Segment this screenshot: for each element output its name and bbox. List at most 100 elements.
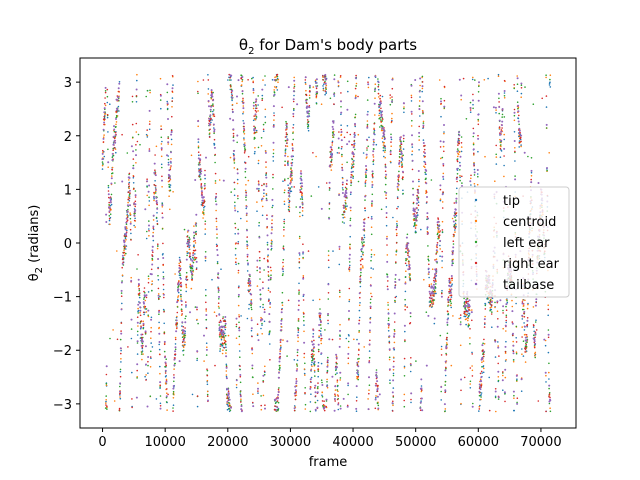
data-point	[292, 138, 295, 141]
data-point	[249, 275, 251, 278]
data-point	[480, 398, 482, 401]
data-point	[161, 204, 164, 207]
data-point	[143, 295, 146, 298]
data-point	[229, 84, 232, 87]
data-point	[127, 198, 129, 201]
data-point	[307, 250, 310, 252]
data-point	[289, 182, 292, 185]
data-point	[276, 73, 279, 76]
data-point	[512, 350, 515, 353]
data-point	[165, 375, 167, 377]
data-point	[151, 258, 154, 260]
data-point	[405, 247, 407, 250]
data-point	[141, 342, 144, 345]
data-point	[505, 314, 508, 317]
data-point	[348, 300, 351, 303]
data-point	[148, 220, 150, 222]
data-point	[257, 162, 260, 165]
data-point	[472, 143, 475, 146]
data-point	[280, 318, 283, 321]
data-point	[219, 332, 221, 334]
data-point	[477, 134, 479, 137]
data-point	[243, 127, 245, 130]
data-point	[134, 190, 137, 192]
data-point	[107, 184, 110, 187]
data-point	[447, 313, 450, 315]
data-point	[203, 360, 205, 362]
data-point	[387, 280, 389, 282]
data-point	[277, 408, 280, 411]
data-point	[218, 313, 221, 316]
data-point	[150, 350, 152, 353]
data-point	[154, 169, 156, 171]
data-point	[200, 183, 203, 185]
data-point	[153, 195, 155, 198]
data-point	[173, 368, 175, 370]
data-point	[215, 315, 218, 317]
data-point	[545, 74, 547, 76]
data-point	[284, 152, 287, 155]
data-point	[516, 75, 518, 77]
data-point	[240, 410, 243, 413]
data-point	[225, 343, 227, 346]
data-point	[188, 248, 191, 251]
data-point	[109, 223, 111, 226]
data-point	[229, 77, 231, 79]
data-point	[167, 143, 169, 145]
data-point	[170, 129, 173, 132]
data-point	[261, 322, 263, 325]
data-point	[534, 321, 537, 323]
data-point	[524, 299, 526, 302]
data-point	[439, 255, 441, 257]
data-point	[422, 112, 424, 115]
data-point	[251, 77, 253, 80]
data-point	[297, 308, 300, 311]
data-point	[150, 357, 152, 360]
data-point	[419, 96, 421, 98]
data-point	[397, 189, 400, 191]
data-point	[102, 137, 105, 140]
data-point	[325, 400, 328, 402]
data-point	[340, 133, 343, 136]
data-point	[461, 175, 463, 178]
data-point	[224, 320, 227, 323]
data-point	[456, 176, 458, 179]
data-point	[163, 332, 166, 335]
data-point	[170, 133, 173, 136]
data-point	[454, 229, 456, 231]
data-point	[198, 175, 200, 177]
data-point	[516, 83, 519, 85]
data-point	[375, 382, 377, 385]
data-point	[136, 369, 138, 372]
data-point	[355, 400, 358, 402]
data-point	[276, 89, 279, 91]
data-point	[460, 402, 462, 405]
data-point	[244, 176, 247, 179]
data-point	[535, 329, 538, 331]
data-point	[513, 87, 515, 90]
data-point	[354, 125, 357, 128]
data-point	[438, 79, 441, 81]
data-point	[223, 332, 226, 335]
data-point	[273, 114, 275, 117]
data-point	[135, 122, 138, 125]
data-point	[115, 110, 118, 113]
data-point	[105, 404, 107, 406]
data-point	[162, 253, 164, 255]
data-point	[173, 376, 175, 379]
data-point	[389, 382, 391, 384]
data-point	[515, 302, 517, 305]
data-point	[469, 109, 472, 111]
data-point	[234, 201, 236, 204]
data-point	[317, 375, 320, 378]
data-point	[318, 324, 321, 326]
data-point	[270, 269, 272, 272]
data-point	[254, 150, 256, 153]
data-point	[179, 272, 181, 275]
data-point	[151, 245, 154, 248]
data-point	[311, 361, 313, 364]
data-point	[151, 346, 154, 348]
data-point	[285, 126, 288, 129]
data-point	[287, 164, 289, 166]
data-point	[137, 285, 140, 288]
